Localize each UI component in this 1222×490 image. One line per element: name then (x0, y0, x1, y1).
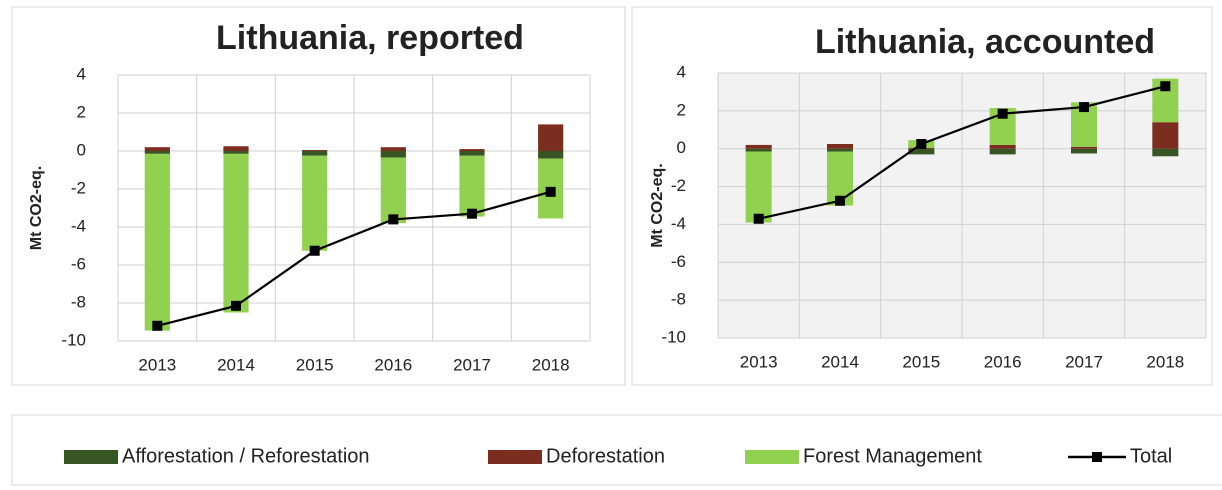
total-line (157, 190, 551, 327)
bar-segment (538, 151, 564, 159)
bar-segment (459, 155, 485, 217)
total-marker (152, 320, 163, 331)
y-tick-label: 0 (77, 140, 86, 159)
bar-segment (1152, 122, 1179, 149)
x-tick-label: 2014 (217, 355, 255, 374)
total-marker (545, 186, 556, 197)
total-marker (1160, 81, 1171, 92)
bar-segment (745, 144, 772, 149)
y-tick-label: -8 (71, 292, 86, 311)
chart-title: Lithuania, accounted (815, 23, 1155, 61)
x-tick-label: 2018 (1146, 352, 1184, 371)
bar-segment (302, 155, 328, 251)
bar-segment (989, 144, 1016, 149)
bar-segment (1070, 148, 1098, 154)
x-tick-label: 2014 (821, 352, 859, 371)
bar-series (144, 153, 564, 331)
x-tick-label: 2018 (532, 355, 570, 374)
y-tick-label: -8 (671, 290, 686, 309)
bar-segment (459, 149, 485, 151)
total-marker (1079, 102, 1089, 113)
y-tick-label: -6 (671, 252, 686, 271)
y-tick-label: -10 (61, 330, 86, 349)
bar-segment (302, 150, 328, 151)
bar-segment (144, 147, 170, 151)
y-tick-label: -4 (71, 216, 86, 235)
total-marker (388, 214, 399, 225)
y-tick-label: -10 (661, 327, 686, 346)
legend-marker (1092, 452, 1102, 462)
bar-segment (908, 148, 935, 155)
legend-label: Forest Management (803, 445, 982, 467)
bar-segment (302, 151, 328, 156)
total-marker (753, 213, 764, 224)
x-tick-label: 2017 (453, 355, 491, 374)
bar-series (144, 124, 564, 151)
y-tick-label: 0 (677, 138, 686, 157)
total-marker (231, 300, 241, 311)
total-marker (997, 108, 1008, 119)
bar-segment (745, 148, 772, 152)
bar-segment (144, 151, 170, 154)
y-axis-label: Mt CO2-eq. (649, 163, 666, 247)
bar-segment (1152, 148, 1179, 157)
total-marker (309, 245, 320, 256)
y-tick-label: -4 (671, 214, 686, 233)
x-tick-label: 2015 (902, 352, 940, 371)
x-tick-label: 2017 (1065, 352, 1103, 371)
line-series: Total (753, 81, 1171, 224)
bar-series: Deforestation (745, 122, 1179, 149)
bar-segment (989, 148, 1016, 155)
total-marker (467, 208, 477, 219)
x-tick-label: 2016 (984, 352, 1022, 371)
y-tick-label: 2 (77, 102, 86, 121)
y-axis-label: Mt CO2-eq. (28, 166, 45, 250)
y-tick-label: -2 (671, 176, 686, 195)
bar-segment (380, 147, 406, 151)
legend-label: Deforestation (546, 445, 665, 467)
y-tick-label: -2 (71, 178, 86, 197)
y-tick-label: 4 (677, 62, 686, 81)
bar-segment (223, 151, 249, 154)
chart-title: Lithuania, reported (216, 19, 524, 57)
bar-segment (745, 151, 772, 223)
x-tick-label: 2013 (740, 352, 778, 371)
y-tick-label: -6 (71, 254, 86, 273)
bar-segment (826, 143, 854, 149)
x-tick-label: 2015 (296, 355, 334, 374)
legend-swatch (488, 450, 542, 464)
bar-segment (380, 151, 406, 158)
bar-segment (1070, 146, 1098, 149)
bar-segment (223, 153, 249, 313)
line-series (152, 186, 556, 331)
legend-swatch (745, 450, 799, 464)
y-tick-label: 4 (77, 64, 86, 83)
bar-segment (144, 153, 170, 331)
bar-series (144, 151, 564, 159)
total-marker (916, 138, 927, 149)
total-line (758, 85, 1166, 220)
x-tick-label: 2016 (374, 355, 412, 374)
legend-label: Total (1130, 445, 1172, 467)
total-marker (835, 195, 845, 206)
y-tick-label: 2 (677, 100, 686, 119)
legend-frame (11, 414, 1222, 486)
bar-series: Afforestation / Reforestation (745, 148, 1179, 157)
legend-label: Afforestation / Reforestation (122, 445, 370, 467)
x-tick-label: 2013 (138, 355, 176, 374)
bar-segment (380, 157, 406, 224)
bar-segment (459, 151, 485, 156)
bar-segment (538, 124, 564, 151)
legend-swatch (64, 450, 118, 464)
bar-segment (826, 148, 854, 152)
bar-segment (223, 146, 249, 151)
